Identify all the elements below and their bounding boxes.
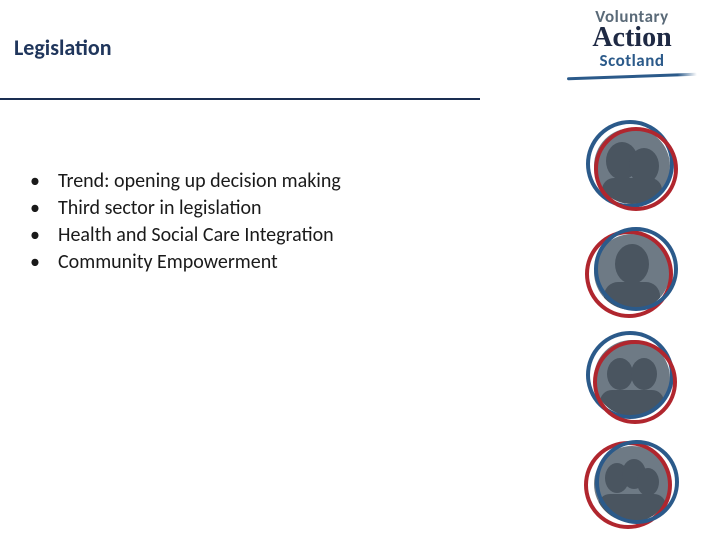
logo-text-line3: Scotland <box>562 50 702 71</box>
bullet-list: Trend: opening up decision making Third … <box>30 168 341 276</box>
slide-title: Legislation <box>14 34 112 61</box>
sidebar: Voluntary Action Scotland <box>562 0 702 540</box>
portrait-circle <box>582 116 682 216</box>
bullet-item: Third sector in legislation <box>30 195 341 222</box>
bullet-item: Health and Social Care Integration <box>30 222 341 249</box>
portrait-column <box>577 116 687 540</box>
bullet-item: Trend: opening up decision making <box>30 168 341 195</box>
portrait-circle <box>582 328 682 428</box>
portrait-circle <box>582 222 682 322</box>
logo-underline <box>567 72 697 80</box>
bullet-item: Community Empowerment <box>30 249 341 276</box>
logo-text-line2: Action <box>562 25 702 52</box>
brand-logo: Voluntary Action Scotland <box>562 6 702 78</box>
title-divider <box>0 98 480 100</box>
portrait-circle <box>582 434 682 534</box>
slide: Legislation Trend: opening up decision m… <box>0 0 720 540</box>
